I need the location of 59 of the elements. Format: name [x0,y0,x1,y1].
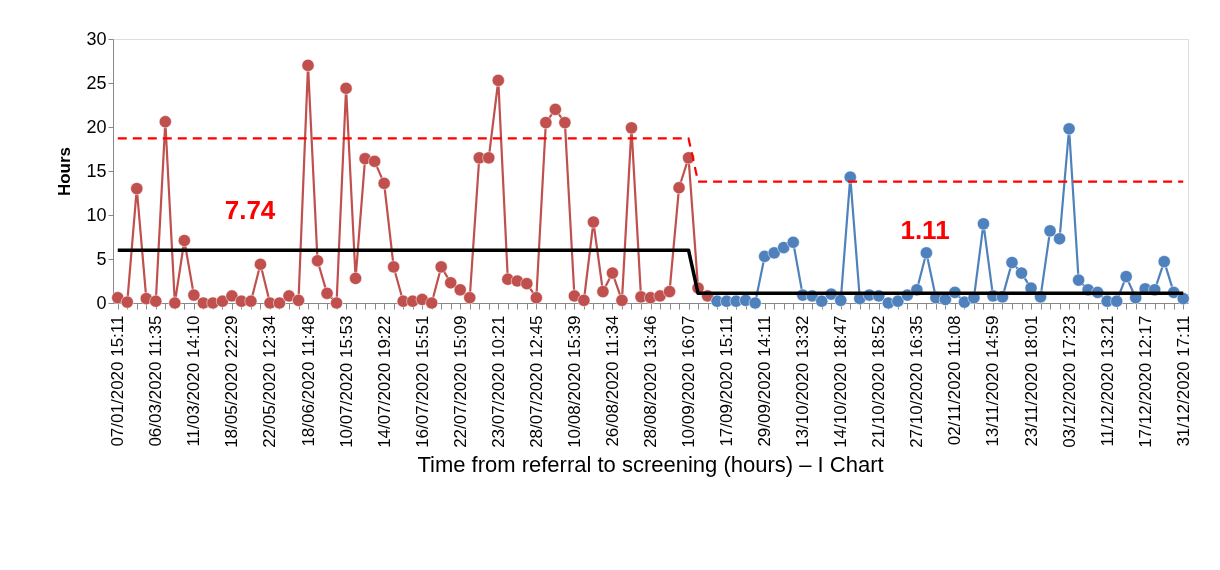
x-tick-label: 07/01/2020 15:11 [108,315,128,447]
x-tick-label: 10/09/2020 16:07 [679,315,699,448]
x-tick-label: 10/08/2020 15:39 [564,315,584,448]
point [1052,232,1067,246]
point [748,296,762,310]
text: Time from referral to screening (hours) – I Chart [417,452,884,478]
point [767,246,781,260]
x-tick-label: 28/07/2020 12:45 [526,315,546,448]
point [1062,122,1076,136]
y-tick-label: 0 [96,292,107,313]
x-tick-label: 03/12/2020 17:23 [1059,315,1079,448]
x-tick-label: 13/10/2020 13:32 [793,315,813,448]
x-tick-label: 17/09/2020 15:11 [717,315,737,447]
point [1005,255,1019,270]
point [1071,273,1086,287]
x-tick-label: 16/07/2020 15:51 [412,315,432,448]
x-tick-label: 11/03/2020 14:10 [184,315,204,447]
x-tick-label: 23/11/2020 18:01 [1021,315,1041,447]
y-tick-label: 15 [86,160,107,181]
x-tick-label: 21/10/2020 18:52 [869,315,889,448]
y-tick-label: 30 [86,28,107,49]
x-tick-label: 31/12/2020 17:11 [1173,315,1193,447]
point [786,235,800,249]
annotation: 7.74 [224,195,276,225]
y-tick-label: 10 [86,204,107,225]
x-tick-label: 14/07/2020 19:22 [374,315,394,448]
point [891,294,905,308]
x-tick-label: 13/11/2020 14:59 [983,315,1003,447]
point [815,294,829,308]
x-tick-label: 26/08/2020 11:34 [602,315,622,447]
point [976,217,991,231]
x-tick-label: 02/11/2020 11:08 [945,315,965,446]
point [1176,291,1190,306]
x-tick-label: 06/03/2020 11:35 [146,315,166,447]
point [834,293,848,307]
point [1014,266,1029,280]
y-tick-label: 25 [86,72,107,93]
x-tick-label: 22/05/2020 12:34 [260,315,280,448]
x-tick-label: 17/12/2020 12:17 [1135,315,1155,448]
point [777,240,791,255]
y-tick-label: 20 [86,116,107,137]
x-tick-label: 29/09/2020 14:11 [755,315,775,447]
x-tick-label: 28/08/2020 13:46 [641,315,660,448]
point [1110,294,1124,308]
point [1119,269,1133,284]
x-tick-label: 23/07/2020 10:21 [488,315,508,448]
point [1043,224,1057,238]
x-tick-label: 18/05/2020 22:29 [222,315,242,448]
x-tick-label: 10/07/2020 15:53 [336,315,356,448]
x-tick-label: 22/07/2020 15:09 [450,315,470,448]
point [1157,255,1171,269]
x-tick-label: 27/10/2020 16:35 [907,315,927,448]
y-axis-title: Hours [55,146,75,197]
point [919,246,934,260]
x-tick-label: 18/06/2020 11:48 [298,315,318,447]
annotation: 1.11 [900,215,950,245]
x-tick-label: 11/12/2020 13:21 [1097,315,1117,447]
y-tick-label: 5 [96,248,107,269]
x-tick-label: 14/10/2020 18:47 [831,315,851,448]
